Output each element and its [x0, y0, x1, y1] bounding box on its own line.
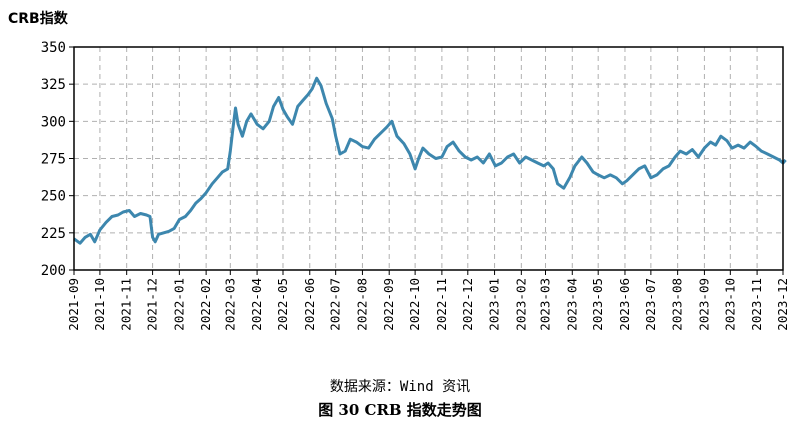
x-tick-label: 2022-01	[171, 278, 186, 331]
y-tick-label: 200	[41, 263, 66, 279]
x-tick-label: 2023-01	[487, 278, 502, 331]
y-tick-label: 300	[41, 114, 66, 130]
x-tick-label: 2023-02	[513, 278, 528, 331]
x-tick-label: 2023-10	[722, 278, 737, 331]
x-tick-label: 2022-12	[460, 278, 475, 331]
x-tick-label: 2022-07	[328, 278, 343, 331]
y-tick-label: 225	[41, 226, 66, 242]
x-tick-label: 2023-05	[590, 278, 605, 331]
x-tick-label: 2023-08	[670, 278, 685, 331]
x-tick-label: 2023-04	[564, 278, 579, 331]
x-tick-label: 2023-03	[538, 278, 553, 331]
y-tick-label: 325	[41, 77, 66, 93]
x-tick-label: 2023-11	[749, 278, 764, 331]
x-tick-label: 2023-06	[617, 278, 632, 331]
y-tick-label: 250	[41, 189, 66, 205]
x-tick-label: 2021-09	[66, 278, 81, 331]
x-axis: 2021-09 2021-10 2021-11 2021-12 2022-01 2022-…	[66, 270, 790, 331]
x-tick-label: 2023-09	[696, 278, 711, 331]
x-tick-label: 2022-03	[222, 278, 237, 331]
crb-series-line	[73, 76, 787, 245]
plot-frame	[73, 46, 784, 271]
x-tick-label: 2022-08	[354, 278, 369, 331]
x-tick-label: 2022-05	[275, 278, 290, 331]
y-axis: 200 225 250 275 300 325 350	[41, 40, 74, 279]
x-tick-label: 2022-10	[407, 278, 422, 331]
y-axis-title: CRB指数	[8, 11, 68, 27]
y-tick-label: 275	[41, 152, 66, 168]
grid-lines	[73, 46, 784, 271]
x-tick-label: 2021-12	[145, 278, 160, 331]
x-tick-label: 2022-06	[302, 278, 317, 331]
x-tick-label: 2022-04	[249, 278, 264, 331]
x-tick-label: 2021-11	[119, 278, 134, 331]
x-tick-label: 2022-09	[381, 278, 396, 331]
y-tick-label: 350	[41, 40, 66, 56]
figure-caption: 图 30 CRB 指数走势图	[318, 401, 482, 419]
x-tick-label: 2022-11	[434, 278, 449, 331]
source-note: 数据来源：Wind 资讯	[329, 379, 471, 395]
x-tick-label: 2023-12	[775, 278, 790, 331]
x-tick-label: 2023-07	[643, 278, 658, 331]
x-tick-label: 2021-10	[92, 278, 107, 331]
x-tick-label: 2022-02	[198, 278, 213, 331]
